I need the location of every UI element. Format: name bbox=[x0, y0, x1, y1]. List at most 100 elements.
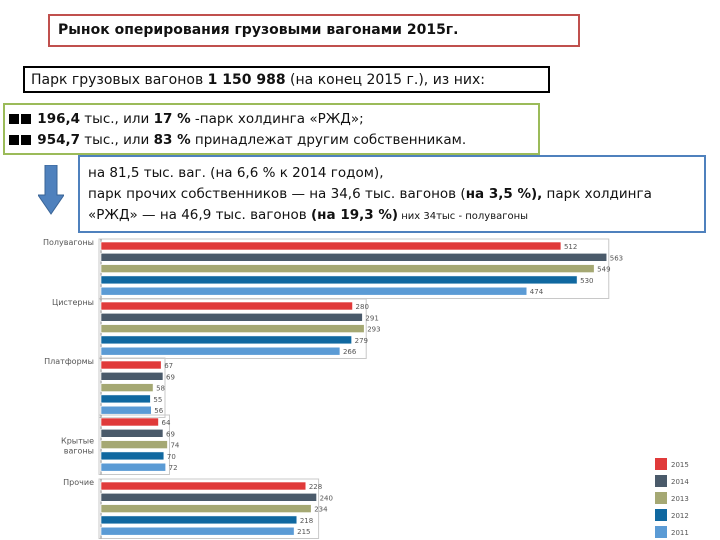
bar-2011 bbox=[100, 526, 295, 536]
bar-2012 bbox=[100, 515, 298, 525]
bar-value-label: 240 bbox=[320, 494, 333, 502]
bar-value-label: 55 bbox=[153, 396, 162, 404]
slide-title: Рынок оперирования грузовыми вагонами 20… bbox=[48, 14, 580, 47]
bar-value-label: 474 bbox=[530, 288, 544, 296]
rzd-mid: тыс., или bbox=[80, 111, 154, 127]
bar-2014 bbox=[100, 252, 608, 262]
other-pct: 83 % bbox=[153, 132, 191, 148]
ownership-box: 196,4 тыс., или 17 % -парк холдинга «РЖД… bbox=[3, 103, 540, 155]
change-line-1: на 81,5 тыс. ваг. (на 6,6 % к 2014 годом… bbox=[88, 165, 384, 181]
bar-value-label: 218 bbox=[300, 517, 313, 525]
bar-value-label: 293 bbox=[367, 326, 380, 334]
bar-2015 bbox=[100, 241, 562, 251]
category-label: Платформы bbox=[44, 357, 94, 366]
bar-2012 bbox=[100, 451, 165, 461]
legend-swatch-2011 bbox=[655, 526, 667, 538]
category-label: Прочие bbox=[63, 478, 94, 487]
rzd-tail: -парк холдинга «РЖД»; bbox=[190, 111, 364, 127]
rzd-value: 196,4 bbox=[37, 111, 80, 127]
legend-label: 2014 bbox=[671, 478, 689, 486]
bar-2011 bbox=[100, 346, 341, 356]
bar-value-label: 67 bbox=[164, 362, 173, 370]
bar-value-label: 234 bbox=[314, 506, 328, 514]
bar-value-label: 512 bbox=[564, 243, 577, 251]
slide-title-text: Рынок оперирования грузовыми вагонами 20… bbox=[58, 22, 459, 38]
ownership-line-rzd: 196,4 тыс., или 17 % -парк холдинга «РЖД… bbox=[9, 109, 534, 130]
category-label: вагоны bbox=[64, 446, 94, 455]
bar-value-label: 280 bbox=[356, 303, 369, 311]
other-mid: тыс., или bbox=[80, 132, 154, 148]
rzd-pct: 17 % bbox=[153, 111, 191, 127]
bar-value-label: 69 bbox=[166, 430, 175, 438]
bar-value-label: 549 bbox=[597, 266, 610, 274]
other-value: 954,7 bbox=[37, 132, 80, 148]
bar-value-label: 266 bbox=[343, 348, 357, 356]
change-line-2-post: парк холдинга bbox=[542, 186, 652, 202]
bar-2013 bbox=[100, 324, 365, 333]
legend-swatch-2015 bbox=[655, 458, 667, 470]
change-line-3: «РЖД» — на 46,9 тыс. вагонов (на 19,3 %)… bbox=[88, 205, 696, 227]
bar-value-label: 279 bbox=[355, 337, 368, 345]
bar-2012 bbox=[100, 394, 151, 404]
bar-value-label: 228 bbox=[309, 483, 322, 491]
square-bullet-icon bbox=[21, 135, 31, 145]
bar-value-label: 70 bbox=[167, 453, 176, 461]
fleet-text-pre: Парк грузовых вагонов bbox=[31, 72, 208, 88]
category-label: Цистерны bbox=[52, 298, 94, 307]
bar-value-label: 291 bbox=[365, 314, 378, 322]
bar-2015 bbox=[100, 481, 307, 491]
bar-2014 bbox=[100, 372, 164, 381]
bar-value-label: 215 bbox=[297, 528, 310, 536]
down-arrow-icon bbox=[38, 165, 64, 215]
bar-2013 bbox=[100, 264, 595, 273]
bar-2011 bbox=[100, 286, 528, 296]
category-group-frame bbox=[98, 357, 166, 418]
bar-value-label: 74 bbox=[170, 442, 179, 450]
category-group-frame bbox=[98, 478, 320, 539]
bar-2015 bbox=[100, 360, 162, 370]
category-group-frame bbox=[98, 298, 367, 359]
square-bullet-icon bbox=[9, 135, 19, 145]
bar-value-label: 56 bbox=[154, 407, 163, 415]
bar-2011 bbox=[100, 462, 166, 472]
bar-2012 bbox=[100, 335, 352, 345]
bar-2013 bbox=[100, 440, 168, 449]
bar-value-label: 563 bbox=[610, 254, 623, 262]
other-tail: принадлежат другим собственникам. bbox=[190, 132, 467, 148]
bar-2014 bbox=[100, 492, 317, 502]
legend-swatch-2014 bbox=[655, 475, 667, 487]
fleet-text-post: (на конец 2015 г.), из них: bbox=[285, 72, 485, 88]
fleet-count: 1 150 988 bbox=[207, 72, 286, 88]
bar-2014 bbox=[100, 313, 363, 322]
bar-value-label: 72 bbox=[169, 464, 178, 472]
bar-2015 bbox=[100, 301, 353, 311]
ownership-line-other: 954,7 тыс., или 83 % принадлежат другим … bbox=[9, 130, 534, 151]
fleet-change-box: на 81,5 тыс. ваг. (на 6,6 % к 2014 годом… bbox=[78, 155, 706, 233]
category-group-frame bbox=[98, 414, 170, 475]
category-label: Полувагоны bbox=[43, 238, 94, 247]
bar-2011 bbox=[100, 405, 152, 415]
bar-value-label: 64 bbox=[161, 419, 170, 427]
change-line-2: парк прочих собственников — на 34,6 тыс.… bbox=[88, 184, 696, 205]
legend-label: 2013 bbox=[671, 495, 689, 503]
bar-2013 bbox=[100, 383, 154, 392]
bar-value-label: 69 bbox=[166, 373, 175, 381]
change-line-3-note: них 34тыс - полувагоны bbox=[398, 211, 529, 222]
change-line-2-bold: на 3,5 %), bbox=[465, 186, 543, 202]
category-label: Крытые bbox=[61, 436, 94, 445]
square-bullet-icon bbox=[9, 114, 19, 124]
bar-2012 bbox=[100, 275, 578, 285]
bar-2015 bbox=[100, 417, 159, 427]
bar-value-label: 58 bbox=[156, 385, 165, 393]
legend-swatch-2012 bbox=[655, 509, 667, 521]
bar-2014 bbox=[100, 429, 164, 438]
bar-value-label: 530 bbox=[580, 277, 593, 285]
legend-label: 2012 bbox=[671, 512, 689, 520]
legend-label: 2015 bbox=[671, 461, 689, 469]
change-line-3-bold: (на 19,3 %) bbox=[311, 207, 399, 223]
fleet-summary-box: Парк грузовых вагонов 1 150 988 (на коне… bbox=[23, 66, 550, 93]
legend-label: 2011 bbox=[671, 529, 689, 537]
legend-swatch-2013 bbox=[655, 492, 667, 504]
change-line-3-pre: «РЖД» — на 46,9 тыс. вагонов bbox=[88, 207, 312, 223]
